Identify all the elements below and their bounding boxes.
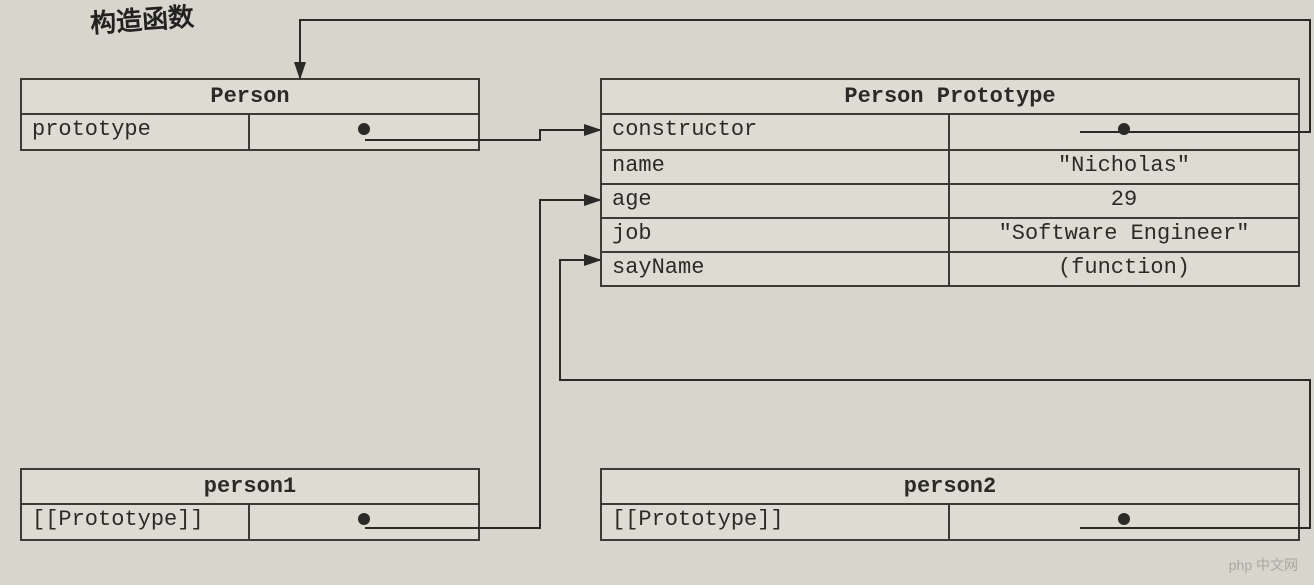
cell-key: age xyxy=(602,185,950,217)
node-person1: person1 [[Prototype]] xyxy=(20,468,480,541)
node-person2-title: person2 xyxy=(602,470,1298,505)
table-row: prototype xyxy=(22,115,478,149)
node-person-title: Person xyxy=(22,80,478,115)
table-row: job "Software Engineer" xyxy=(602,217,1298,251)
table-row: [[Prototype]] xyxy=(22,505,478,539)
table-row: [[Prototype]] xyxy=(602,505,1298,539)
cell-val-pointer xyxy=(950,505,1298,539)
cell-key: sayName xyxy=(602,253,950,285)
cell-key: name xyxy=(602,151,950,183)
node-person1-title: person1 xyxy=(22,470,478,505)
cell-val: "Nicholas" xyxy=(950,151,1298,183)
cell-key: [[Prototype]] xyxy=(22,505,250,539)
pointer-dot xyxy=(1118,123,1130,135)
node-person-prototype: Person Prototype constructor name "Nicho… xyxy=(600,78,1300,287)
cell-val: "Software Engineer" xyxy=(950,219,1298,251)
table-row: age 29 xyxy=(602,183,1298,217)
table-row: constructor xyxy=(602,115,1298,149)
pointer-dot xyxy=(358,123,370,135)
pointer-dot xyxy=(358,513,370,525)
node-person-prototype-title: Person Prototype xyxy=(602,80,1298,115)
cell-val-pointer xyxy=(250,115,478,149)
table-row: name "Nicholas" xyxy=(602,149,1298,183)
watermark: php 中文网 xyxy=(1229,555,1298,575)
cell-val-pointer xyxy=(950,115,1298,149)
pointer-dot xyxy=(1118,513,1130,525)
cell-val: 29 xyxy=(950,185,1298,217)
cell-val: (function) xyxy=(950,253,1298,285)
cell-key: constructor xyxy=(602,115,950,149)
cell-key: job xyxy=(602,219,950,251)
table-row: sayName (function) xyxy=(602,251,1298,285)
cell-val-pointer xyxy=(250,505,478,539)
cell-key: [[Prototype]] xyxy=(602,505,950,539)
node-person: Person prototype xyxy=(20,78,480,151)
handwriting-annotation: 构造函数 xyxy=(89,0,195,41)
cell-key: prototype xyxy=(22,115,250,149)
node-person2: person2 [[Prototype]] xyxy=(600,468,1300,541)
